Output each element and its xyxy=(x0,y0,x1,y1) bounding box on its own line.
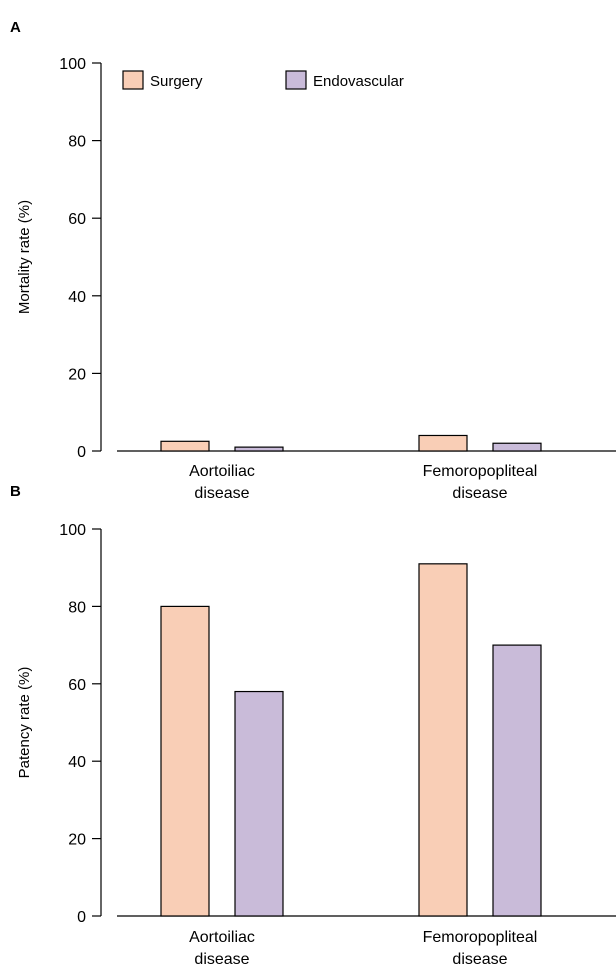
x-category-label-line: Femoropopliteal xyxy=(423,929,538,946)
x-category-label: Aortoiliac disease xyxy=(189,463,255,502)
legend-label-surgery: Surgery xyxy=(150,73,203,90)
panel-label: B xyxy=(10,483,21,500)
bar-surgery xyxy=(160,440,210,452)
legend: Surgery Endovascular xyxy=(122,70,404,90)
x-category-label-line: Aortoiliac xyxy=(189,929,255,946)
y-tick-label: 60 xyxy=(68,677,86,694)
y-axis-title: Patency rate (%) xyxy=(16,667,33,779)
bar-endovascular xyxy=(234,446,284,452)
y-tick-label: 20 xyxy=(68,832,86,849)
chart-panel-b: B 0 20 40 60 80 100 Patency rate (%) Aortoiliac d… xyxy=(10,483,616,968)
y-tick-label: 80 xyxy=(68,134,86,151)
bar-surgery xyxy=(160,605,210,917)
bar-endovascular xyxy=(492,442,542,452)
y-tick-label: 60 xyxy=(68,211,86,228)
y-tick-label: 80 xyxy=(68,599,86,616)
panel-label: A xyxy=(10,19,21,36)
x-category-label: Femoropopliteal disease xyxy=(423,929,538,968)
bar-endovascular xyxy=(492,644,542,917)
legend-label-endovascular: Endovascular xyxy=(313,73,404,90)
x-category-label-line: disease xyxy=(452,485,507,502)
x-category-label-line: disease xyxy=(194,485,249,502)
y-tick-label: 100 xyxy=(59,56,86,73)
legend-swatch-endovascular xyxy=(285,70,307,90)
y-tick-label: 100 xyxy=(59,522,86,539)
bar-surgery xyxy=(418,563,468,917)
y-tick-label: 0 xyxy=(77,909,86,926)
chart-panel-a: A 0 20 40 60 80 100 Mortality rate (%) Aortoilia… xyxy=(10,19,616,502)
y-tick-label: 40 xyxy=(68,289,86,306)
legend-swatch-surgery xyxy=(122,70,144,90)
bar-surgery xyxy=(418,434,468,452)
bar-endovascular xyxy=(234,690,284,917)
y-axis-title: Mortality rate (%) xyxy=(16,200,33,314)
x-category-label: Aortoiliac disease xyxy=(189,929,255,968)
y-tick-label: 0 xyxy=(77,444,86,461)
x-category-label-line: disease xyxy=(452,951,507,968)
x-category-label-line: Femoropopliteal xyxy=(423,463,538,480)
x-category-label-line: Aortoiliac xyxy=(189,463,255,480)
y-tick-label: 40 xyxy=(68,754,86,771)
x-category-label-line: disease xyxy=(194,951,249,968)
x-category-label: Femoropopliteal disease xyxy=(423,463,538,502)
y-tick-label: 20 xyxy=(68,366,86,383)
